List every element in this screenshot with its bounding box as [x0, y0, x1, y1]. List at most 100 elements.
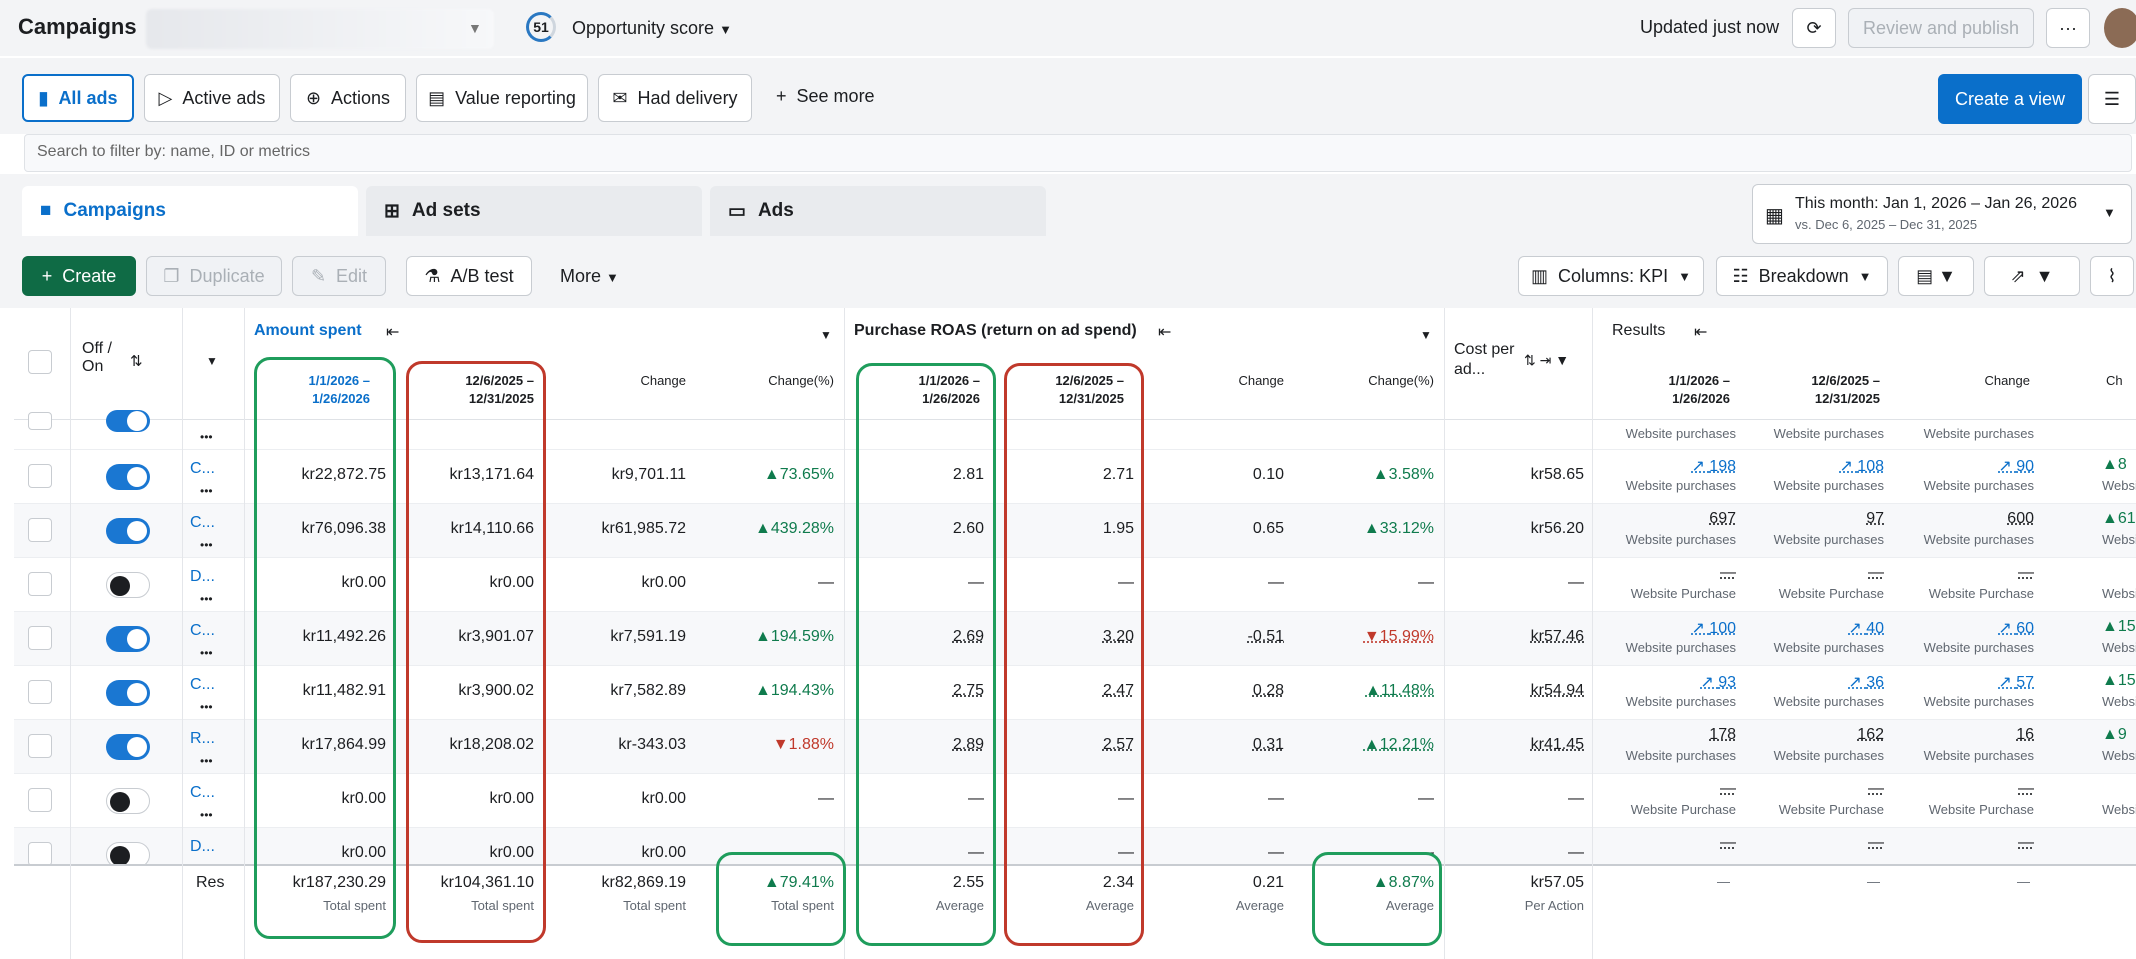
results-change[interactable]: ↗ 90 — [1998, 458, 2034, 475]
see-more-link[interactable]: + See more — [776, 86, 875, 106]
chevron-down-icon[interactable]: ▼ — [206, 354, 218, 368]
results-period2[interactable]: — — [1868, 834, 1884, 851]
chevron-down-icon[interactable]: ▼ — [468, 20, 482, 36]
collapse-icon[interactable]: ⇤ — [1694, 324, 1708, 341]
results-period2[interactable]: 97 — [1866, 510, 1884, 527]
campaign-toggle[interactable] — [106, 734, 150, 760]
results-period2[interactable]: 162 — [1857, 726, 1884, 743]
spent-change-pct-header[interactable]: Change(%) — [768, 373, 834, 388]
table-row[interactable]: C... ••• kr76,096.38 kr14,110.66 kr61,98… — [14, 504, 2136, 558]
campaign-name[interactable]: C... — [190, 622, 215, 639]
export-icon[interactable]: ⇗ ▼ — [1984, 256, 2080, 296]
results-change[interactable]: — — [2018, 834, 2034, 851]
row-menu-icon[interactable]: ••• — [200, 700, 213, 714]
avatar[interactable] — [2104, 8, 2136, 48]
edit-button[interactable]: ✎ Edit — [292, 256, 386, 296]
results-period2-header[interactable]: 12/6/2025 – 12/31/2025 — [1811, 373, 1880, 406]
view-had-delivery[interactable]: ✉ Had delivery — [598, 74, 752, 122]
roas-change-pct-header[interactable]: Change(%) — [1368, 373, 1434, 388]
results-period1[interactable]: ↗ 93 — [1700, 674, 1736, 691]
collapse-icon[interactable]: ⇤ — [386, 324, 400, 341]
campaign-toggle[interactable] — [106, 464, 150, 490]
table-row[interactable]: C... ••• kr11,492.26 kr3,901.07 kr7,591.… — [14, 612, 2136, 666]
table-row[interactable]: C... ••• kr22,872.75 kr13,171.64 kr9,701… — [14, 450, 2136, 504]
more-dropdown[interactable]: More ▼ — [560, 266, 619, 286]
view-actions[interactable]: ⊕ Actions — [290, 74, 406, 122]
results-change-pct-header[interactable]: Ch — [2106, 373, 2123, 388]
results-change[interactable]: — — [2018, 564, 2034, 581]
tab-ad-sets[interactable]: ⊞ Ad sets — [366, 186, 702, 236]
spent-change-header[interactable]: Change — [640, 373, 686, 388]
sort-icon[interactable]: ⇅ ⇥ ▼ — [1524, 352, 1570, 368]
date-range-picker[interactable]: ▦ This month: Jan 1, 2026 – Jan 26, 2026… — [1752, 184, 2132, 244]
results-change[interactable]: ↗ 57 — [1998, 674, 2034, 691]
ab-test-button[interactable]: ⚗ A/B test — [406, 256, 532, 296]
campaign-toggle[interactable] — [106, 572, 150, 598]
results-period1[interactable]: ↗ 100 — [1691, 620, 1736, 637]
results-period2[interactable]: ↗ 40 — [1848, 620, 1884, 637]
review-publish-button[interactable]: Review and publish — [1848, 8, 2034, 48]
results-period1[interactable]: ↗ 198 — [1691, 458, 1736, 475]
results-period2[interactable]: — — [1868, 780, 1884, 797]
spent-period2-header[interactable]: 12/6/2025 – 12/31/2025 — [465, 373, 534, 406]
results-change[interactable]: 16 — [2016, 726, 2034, 743]
results-period1[interactable]: — — [1720, 834, 1736, 851]
row-checkbox[interactable] — [28, 842, 52, 866]
columns-dropdown[interactable]: ▥ Columns: KPI ▼ — [1518, 256, 1704, 296]
row-menu-icon[interactable]: ••• — [200, 646, 213, 660]
cost-per-header[interactable]: Cost per ad... — [1454, 341, 1515, 378]
results-header[interactable]: Results — [1612, 322, 1666, 339]
table-row[interactable]: C... ••• kr0.00 kr0.00 kr0.00 — — — — — … — [14, 774, 2136, 828]
campaign-toggle[interactable] — [106, 842, 150, 868]
roas-period1-header[interactable]: 1/1/2026 – 1/26/2026 — [918, 373, 980, 406]
campaign-toggle[interactable] — [106, 410, 150, 432]
campaign-name[interactable]: D... — [190, 568, 215, 585]
table-row[interactable]: D... ••• kr0.00 kr0.00 kr0.00 — — — — — … — [14, 558, 2136, 612]
campaign-name[interactable]: C... — [190, 460, 215, 477]
table-row-partial[interactable]: ••• Website purchases Website purchases … — [14, 410, 2136, 450]
breakdown-dropdown[interactable]: ☷ Breakdown ▼ — [1716, 256, 1888, 296]
view-value-reporting[interactable]: ▤ Value reporting — [416, 74, 588, 122]
off-on-header[interactable]: Off / On — [82, 340, 112, 375]
row-checkbox[interactable] — [28, 734, 52, 758]
view-all-ads[interactable]: ▮ All ads — [22, 74, 134, 122]
create-button[interactable]: + Create — [22, 256, 136, 296]
campaign-toggle[interactable] — [106, 518, 150, 544]
reports-icon[interactable]: ▤ ▼ — [1898, 256, 1974, 296]
row-checkbox[interactable] — [28, 464, 52, 488]
chevron-down-icon[interactable]: ▼ — [820, 328, 832, 342]
results-period1[interactable]: — — [1720, 564, 1736, 581]
create-view-button[interactable]: Create a view — [1938, 74, 2082, 124]
roas-period2-header[interactable]: 12/6/2025 – 12/31/2025 — [1055, 373, 1124, 406]
amount-spent-header[interactable]: Amount spent — [254, 322, 362, 339]
results-period1[interactable]: 178 — [1709, 726, 1736, 743]
campaign-name[interactable]: R... — [190, 730, 215, 747]
spent-period1-header[interactable]: 1/1/2026 – 1/26/2026 — [308, 373, 370, 406]
select-all-checkbox[interactable] — [28, 350, 52, 374]
results-period2[interactable]: ↗ 108 — [1839, 458, 1884, 475]
row-checkbox[interactable] — [28, 788, 52, 812]
campaign-toggle[interactable] — [106, 788, 150, 814]
opportunity-score-badge[interactable]: 51 — [526, 12, 556, 42]
results-period2[interactable]: ↗ 36 — [1848, 674, 1884, 691]
refresh-button[interactable]: ⟳ — [1792, 8, 1836, 48]
results-period1-header[interactable]: 1/1/2026 – 1/26/2026 — [1668, 373, 1730, 406]
search-input[interactable]: Search to filter by: name, ID or metrics — [24, 134, 2132, 172]
tab-campaigns[interactable]: ■ Campaigns — [22, 186, 358, 236]
row-checkbox[interactable] — [28, 680, 52, 704]
chart-icon[interactable]: ⌇ — [2090, 256, 2134, 296]
more-button[interactable]: ··· — [2046, 8, 2090, 48]
campaign-name[interactable]: C... — [190, 514, 215, 531]
row-checkbox[interactable] — [28, 518, 52, 542]
campaign-name[interactable]: C... — [190, 784, 215, 801]
campaign-toggle[interactable] — [106, 680, 150, 706]
results-period2[interactable]: — — [1868, 564, 1884, 581]
results-change[interactable]: — — [2018, 780, 2034, 797]
results-change[interactable]: ↗ 60 — [1998, 620, 2034, 637]
view-active-ads[interactable]: ▷ Active ads — [144, 74, 280, 122]
results-change-header[interactable]: Change — [1984, 373, 2030, 388]
results-period1[interactable]: 697 — [1709, 510, 1736, 527]
results-change[interactable]: 600 — [2007, 510, 2034, 527]
row-menu-icon[interactable]: ••• — [200, 808, 213, 822]
collapse-icon[interactable]: ⇤ — [1158, 324, 1172, 341]
